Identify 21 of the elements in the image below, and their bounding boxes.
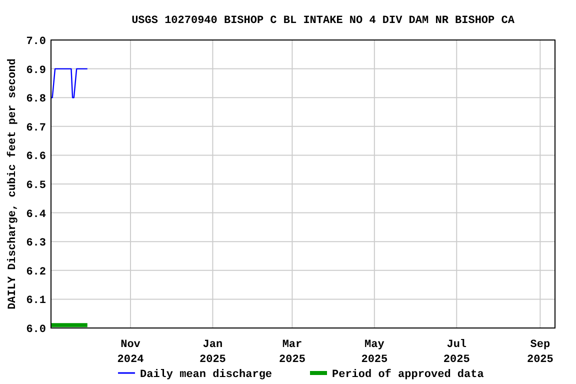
x-tick-label: Sep 2025 — [526, 339, 554, 366]
y-tick-label: 6.7 — [26, 122, 46, 134]
y-axis-title: DAILY Discharge, cubic feet per second — [6, 58, 19, 310]
x-tick-label: Jul 2025 — [443, 339, 470, 366]
y-tick-label: 6.0 — [26, 324, 46, 336]
x-tick-label: Jan 2025 — [200, 339, 226, 366]
y-tick-label: 6.1 — [26, 295, 46, 308]
y-tick-label: 7.0 — [26, 36, 46, 48]
y-tick-label: 6.6 — [26, 151, 46, 164]
y-tick-label: 6.2 — [26, 266, 46, 278]
x-tick-label: May 2025 — [361, 339, 388, 366]
y-tick-label: 6.3 — [26, 238, 46, 250]
y-tick-label: 6.9 — [26, 64, 46, 77]
y-tick-label: 6.8 — [26, 94, 46, 106]
y-tick-label: 6.4 — [26, 208, 46, 221]
legend-label: Period of approved data — [332, 368, 484, 381]
chart-title: USGS 10270940 BISHOP C BL INTAKE NO 4 DIV DAM NR BISHOP CA — [132, 15, 515, 27]
x-tick-label: Mar 2025 — [279, 339, 306, 366]
x-tick-label: Nov 2024 — [117, 339, 144, 366]
legend-label: Daily mean discharge — [140, 369, 272, 381]
y-tick-label: 6.5 — [26, 180, 46, 192]
